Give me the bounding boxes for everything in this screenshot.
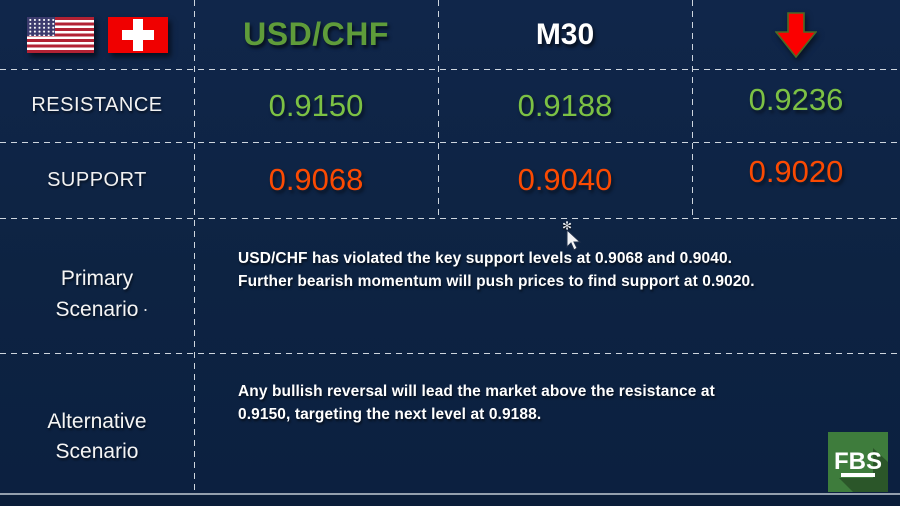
timeframe-cell: M30 xyxy=(438,0,692,69)
resistance-value-cell: 0.9150 xyxy=(194,69,438,142)
divider-header-bottom xyxy=(0,69,900,70)
resistance-value-2: 0.9188 xyxy=(517,87,613,123)
primary-scenario-label-cell: Primary Scenario xyxy=(0,218,194,353)
resistance-value-cell: 0.9188 xyxy=(438,69,692,142)
us-flag-icon xyxy=(26,16,94,53)
switzerland-flag-icon xyxy=(107,16,168,53)
fbs-logo: FBS xyxy=(828,432,888,492)
resistance-value-3: 0.9236 xyxy=(748,81,844,117)
alternative-scenario-line-2: 0.9150, targeting the next level at 0.91… xyxy=(238,406,542,423)
support-value-cell: 0.9020 xyxy=(692,134,900,210)
alternative-scenario-label-cell: Alternative Scenario xyxy=(0,353,194,493)
divider-primary-bottom xyxy=(0,353,900,354)
pair-title: USD/CHF xyxy=(243,16,389,52)
footer-strip xyxy=(0,493,900,506)
support-value-cell: 0.9068 xyxy=(194,142,438,218)
stray-period: . xyxy=(143,295,149,315)
resistance-label: RESISTANCE xyxy=(31,94,163,116)
pair-title-cell: USD/CHF xyxy=(194,0,438,69)
resistance-value-cell: 0.9236 xyxy=(692,63,900,136)
support-label: SUPPORT xyxy=(47,168,147,191)
divider-col2 xyxy=(438,0,439,218)
currency-flags xyxy=(0,0,194,69)
support-value-3: 0.9020 xyxy=(748,154,844,189)
primary-scenario-text: USD/CHF has violated the key support lev… xyxy=(238,247,858,293)
mouse-cursor-icon: ✻ xyxy=(562,219,582,251)
primary-scenario-line-2: Further bearish momentum will push price… xyxy=(238,273,755,290)
alternative-scenario-line-1: Any bullish reversal will lead the marke… xyxy=(238,383,715,400)
alternative-scenario-text: Any bullish reversal will lead the marke… xyxy=(238,380,858,426)
divider-col1 xyxy=(194,0,195,493)
primary-scenario-label: Primary Scenario xyxy=(55,267,139,321)
resistance-label-cell: RESISTANCE xyxy=(0,69,194,142)
divider-support-bottom xyxy=(0,218,900,219)
support-label-cell: SUPPORT xyxy=(0,142,194,218)
resistance-value-1: 0.9150 xyxy=(268,87,364,123)
primary-scenario-line-1: USD/CHF has violated the key support lev… xyxy=(238,250,733,267)
timeframe-label: M30 xyxy=(535,17,595,51)
fbs-logo-text: FBS xyxy=(834,448,882,475)
divider-col3 xyxy=(692,0,693,218)
support-value-1: 0.9068 xyxy=(268,162,364,197)
support-value-2: 0.9040 xyxy=(517,162,613,197)
support-value-cell: 0.9040 xyxy=(438,142,692,218)
trend-cell xyxy=(692,0,900,69)
alternative-scenario-label: Alternative Scenario xyxy=(47,409,147,463)
down-arrow-icon xyxy=(775,11,817,58)
svg-text:✻: ✻ xyxy=(562,219,572,233)
divider-resistance-bottom xyxy=(0,142,900,143)
